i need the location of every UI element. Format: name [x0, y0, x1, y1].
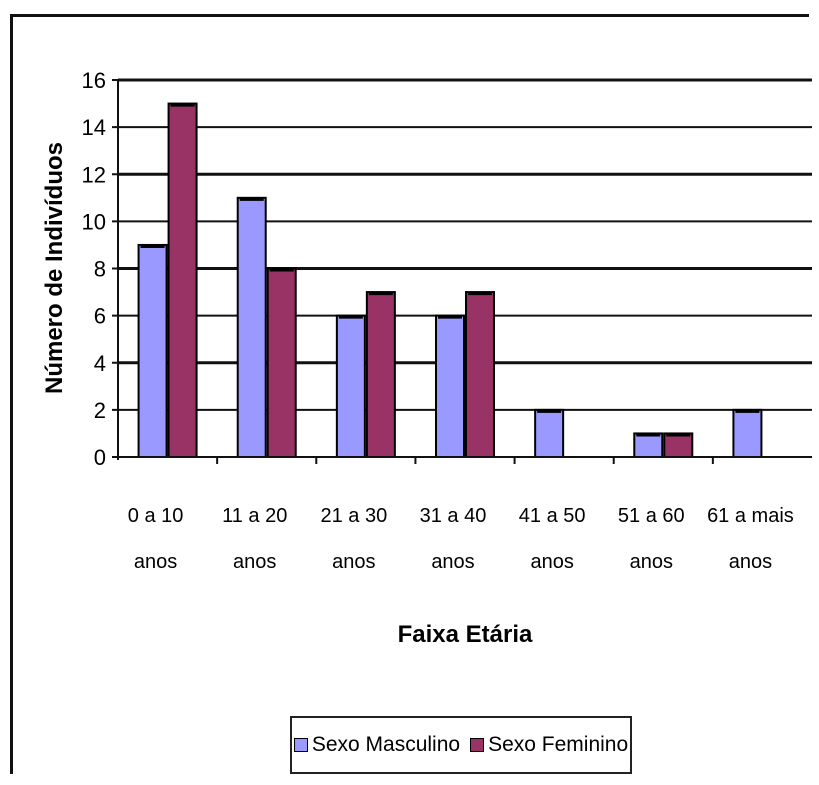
bar-masculino-6 [732, 408, 763, 458]
legend-item-masculino: Sexo Masculino [293, 733, 461, 757]
x-tick-label: anos [530, 551, 573, 573]
bar-masculino-5 [633, 432, 664, 458]
axes [117, 80, 812, 464]
bar-masculino-4 [534, 408, 565, 458]
legend-item-feminino: Sexo Feminino [470, 733, 628, 757]
y-tick-label: 14 [82, 115, 106, 140]
y-tick-label: 4 [94, 351, 106, 376]
bars [137, 102, 763, 458]
y-tick-label: 8 [94, 257, 106, 282]
x-tick-label: anos [431, 551, 474, 573]
x-tick-label: anos [729, 551, 772, 573]
bar-feminino-2 [365, 291, 396, 458]
legend-swatch-feminino [470, 738, 485, 752]
bar-masculino-0 [137, 243, 168, 458]
x-tick-label: anos [233, 551, 276, 573]
y-tick-label: 6 [94, 304, 106, 329]
y-tick-label: 12 [82, 162, 106, 187]
x-axis-title: Faixa Etária [398, 621, 533, 648]
x-tick-label: anos [332, 551, 375, 573]
legend: Sexo Masculino Sexo Feminino [290, 716, 632, 774]
legend-label-feminino: Sexo Feminino [488, 733, 629, 756]
bar-feminino-1 [266, 267, 297, 458]
y-axis-title: Número de Indivíduos [41, 142, 68, 394]
y-tick-label: 0 [94, 445, 106, 470]
chart-frame [10, 14, 809, 774]
legend-label-masculino: Sexo Masculino [311, 733, 461, 756]
x-tick-label: 11 a 20 [222, 505, 287, 527]
y-tick-label: 10 [82, 209, 106, 234]
x-tick-label: anos [630, 551, 673, 573]
x-tick-label: 41 a 50 [519, 505, 586, 527]
bar-masculino-2 [335, 314, 366, 458]
x-tick-label: 51 a 60 [618, 505, 685, 527]
x-tick-labels: 0 a 10 anos 11 a 20 anos 21 a 30 anos 31 a 40 a… [128, 505, 794, 573]
x-tick-label: anos [134, 551, 177, 573]
y-tick-label: 16 [82, 68, 106, 93]
y-tick-label: 2 [94, 398, 106, 423]
bar-masculino-1 [236, 196, 267, 458]
bar-feminino-5 [663, 432, 694, 458]
x-tick-label: 21 a 30 [320, 505, 387, 527]
bar-masculino-3 [435, 314, 465, 458]
x-tick-label: 0 a 10 [128, 505, 184, 527]
bar-feminino-0 [167, 102, 198, 458]
y-tick-labels: 0 2 4 6 8 10 12 14 16 [82, 68, 106, 470]
legend-swatch-masculino [293, 738, 308, 752]
x-tick-label: 31 a 40 [420, 505, 487, 527]
x-tick-label: 61 a mais [707, 505, 794, 527]
bar-feminino-3 [465, 291, 495, 458]
